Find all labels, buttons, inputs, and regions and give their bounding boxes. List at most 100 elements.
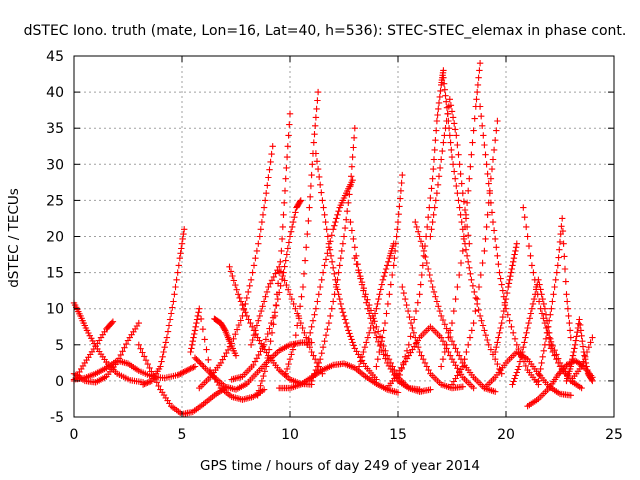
data-point	[430, 211, 437, 218]
data-point	[147, 378, 154, 385]
data-point	[230, 335, 237, 342]
data-point	[546, 341, 553, 348]
data-point	[250, 361, 257, 369]
data-point	[403, 301, 410, 309]
data-point	[432, 197, 439, 204]
data-point	[331, 270, 338, 277]
data-point	[380, 342, 387, 350]
data-point	[272, 270, 279, 277]
data-point	[349, 339, 356, 346]
data-point	[314, 363, 321, 370]
data-point	[422, 253, 429, 261]
data-point	[267, 158, 274, 166]
data-point	[509, 262, 516, 269]
data-point	[381, 269, 389, 276]
data-point	[506, 276, 513, 283]
data-point	[367, 307, 375, 314]
data-point	[321, 211, 328, 218]
data-point	[313, 158, 321, 165]
data-point	[528, 305, 536, 312]
data-point	[224, 346, 232, 354]
data-point	[466, 264, 473, 271]
data-point	[292, 332, 299, 339]
y-tick-label: -5	[50, 410, 64, 426]
data-point	[452, 126, 459, 133]
data-point	[176, 255, 183, 262]
data-point	[274, 280, 282, 287]
data-point	[495, 334, 502, 341]
data-point	[439, 356, 447, 363]
data-point	[232, 331, 239, 338]
data-point	[417, 238, 425, 245]
data-point	[392, 240, 399, 247]
data-point	[314, 298, 321, 305]
data-point	[579, 338, 586, 345]
data-point	[263, 288, 271, 296]
data-point	[510, 378, 517, 385]
data-point	[279, 272, 286, 280]
data-point	[541, 319, 549, 327]
data-point	[476, 60, 484, 67]
data-point	[537, 286, 544, 293]
data-point	[144, 360, 151, 368]
data-point	[495, 261, 502, 268]
data-point	[259, 345, 266, 352]
data-point	[428, 185, 435, 192]
data-point	[417, 281, 424, 288]
data-point	[440, 80, 448, 87]
data-point	[289, 346, 297, 353]
data-point	[334, 211, 341, 218]
data-point	[169, 304, 176, 311]
data-point	[324, 233, 331, 240]
data-point	[566, 319, 573, 327]
data-point	[358, 353, 366, 360]
data-point	[405, 341, 412, 348]
data-point	[264, 330, 271, 338]
data-point	[498, 319, 505, 327]
data-point	[333, 215, 340, 222]
data-point	[283, 164, 290, 172]
data-point	[391, 366, 398, 374]
data-point	[330, 226, 337, 233]
data-point	[433, 127, 440, 134]
data-point	[535, 377, 542, 385]
data-point	[479, 122, 486, 129]
data-point	[286, 356, 294, 363]
data-point	[466, 334, 474, 341]
data-point	[277, 268, 285, 275]
data-point	[496, 365, 503, 373]
data-point	[174, 269, 181, 276]
data-point	[453, 132, 460, 139]
data-point	[288, 351, 295, 358]
data-point	[456, 271, 463, 279]
data-point	[253, 322, 261, 329]
data-point	[347, 182, 354, 190]
data-point	[250, 262, 258, 269]
data-point	[539, 295, 546, 303]
data-point	[429, 283, 436, 291]
data-point	[384, 262, 391, 269]
data-point	[346, 191, 353, 198]
data-point	[287, 228, 295, 235]
data-point	[396, 371, 403, 379]
data-point	[412, 218, 419, 226]
data-point	[432, 293, 439, 300]
data-point	[435, 99, 443, 107]
data-point	[348, 163, 356, 170]
x-tick-label: 25	[605, 427, 623, 443]
data-point	[255, 240, 262, 247]
data-point	[513, 369, 520, 376]
data-point	[383, 310, 390, 317]
data-point	[141, 380, 148, 388]
data-point	[188, 364, 196, 372]
data-point	[575, 320, 582, 327]
data-point	[308, 323, 315, 330]
data-point	[144, 379, 151, 386]
data-point	[462, 211, 470, 218]
data-point	[402, 353, 409, 360]
data-point	[296, 198, 304, 205]
data-point	[569, 356, 576, 363]
x-tick-label: 15	[389, 427, 407, 443]
data-point	[195, 309, 202, 316]
